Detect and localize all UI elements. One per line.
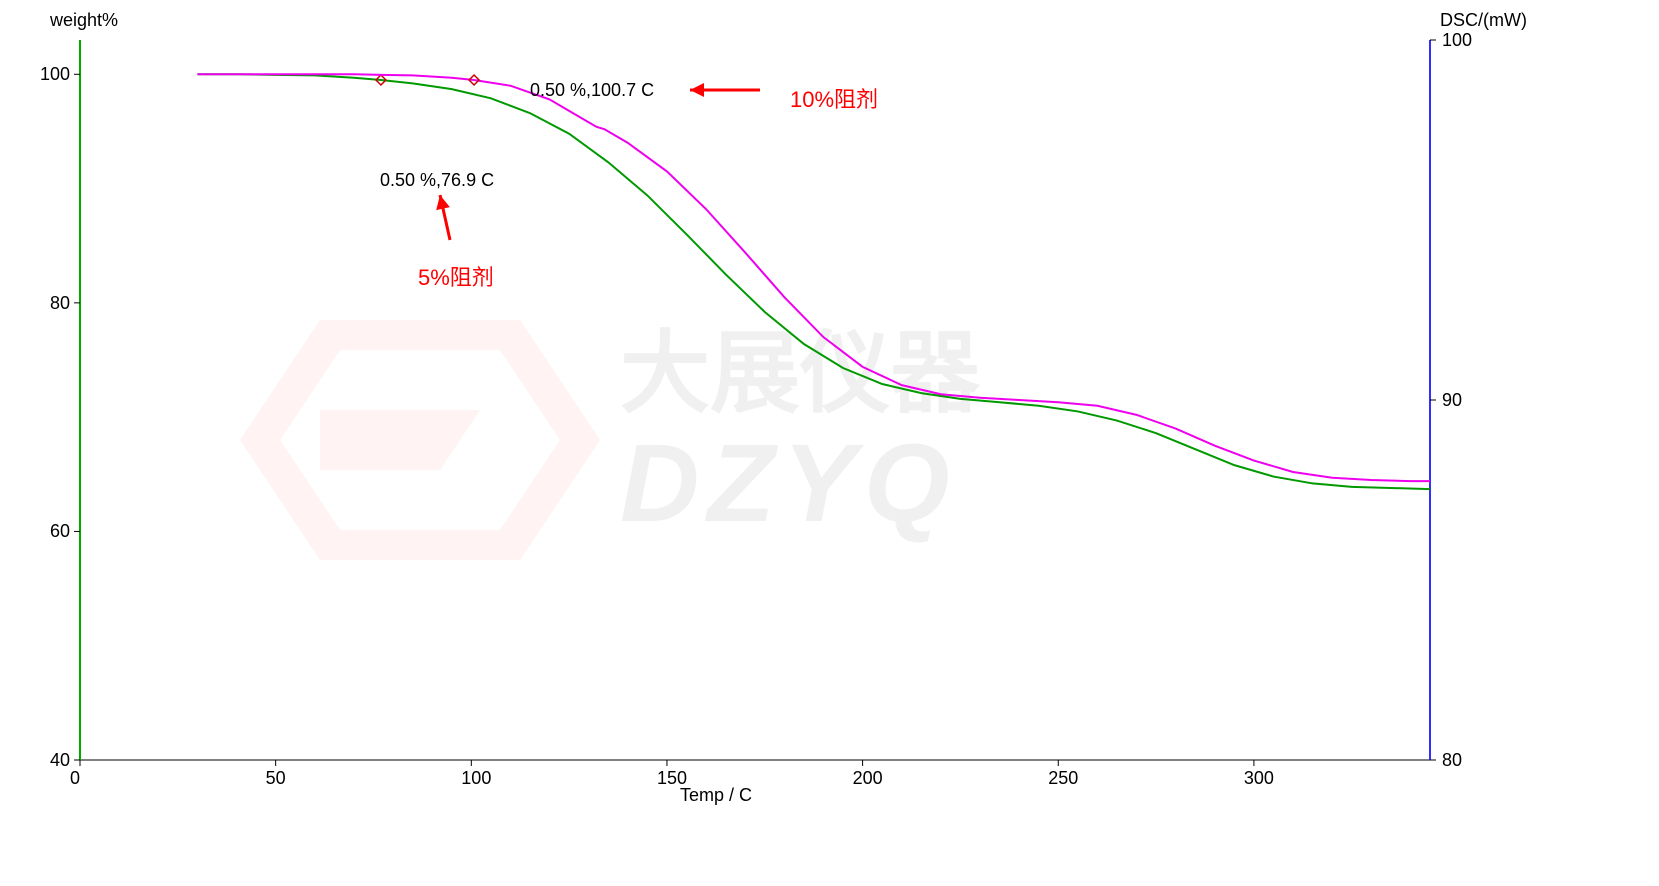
y-left-axis-title: weight% — [50, 10, 118, 31]
x-tick-label: 200 — [853, 768, 883, 789]
y-left-tick-label: 100 — [40, 64, 70, 85]
y-left-tick-label: 60 — [50, 521, 70, 542]
x-axis-title: Temp / C — [680, 785, 752, 806]
x-tick-label: 250 — [1048, 768, 1078, 789]
x-tick-label: 300 — [1244, 768, 1274, 789]
annotation-label-5pct: 5%阻剂 — [418, 260, 494, 292]
y-right-tick-label: 80 — [1442, 750, 1462, 771]
annotation-point-b: 0.50 %,100.7 C — [530, 80, 654, 101]
y-right-tick-label: 90 — [1442, 390, 1462, 411]
y-right-axis-title: DSC/(mW) — [1440, 10, 1527, 31]
chart-canvas — [0, 0, 1659, 886]
y-left-tick-label: 40 — [50, 750, 70, 771]
y-right-tick-label: 100 — [1442, 30, 1472, 51]
annotation-point-a: 0.50 %,76.9 C — [380, 170, 494, 191]
x-tick-label: 0 — [70, 768, 80, 789]
annotation-label-10pct: 10%阻剂 — [790, 82, 878, 114]
x-tick-label: 100 — [461, 768, 491, 789]
x-tick-label: 50 — [266, 768, 286, 789]
y-left-tick-label: 80 — [50, 293, 70, 314]
x-tick-label: 150 — [657, 768, 687, 789]
